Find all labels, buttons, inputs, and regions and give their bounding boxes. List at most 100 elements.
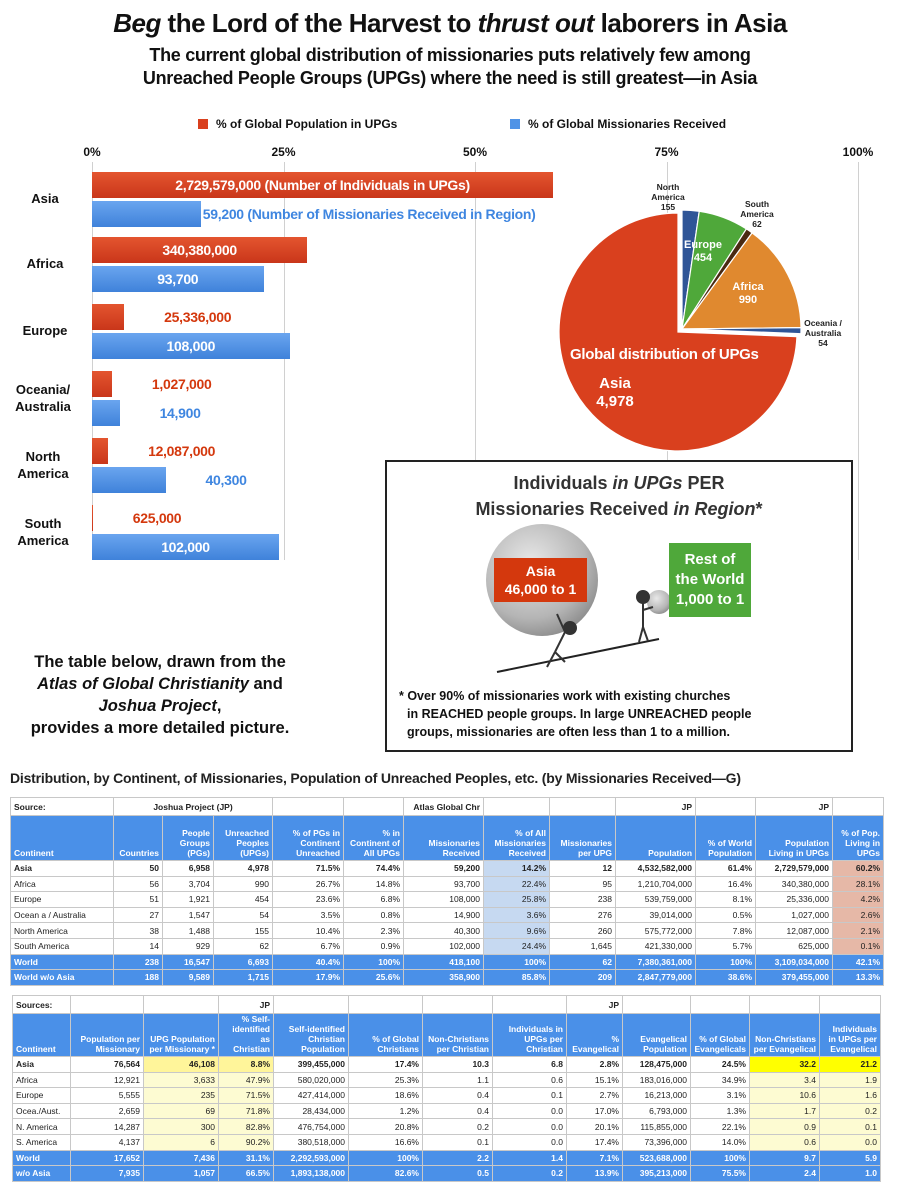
- source-cell: [690, 995, 750, 1014]
- bar-data-label: 93,700: [157, 271, 199, 287]
- table-cell: 17,652: [70, 1149, 144, 1167]
- column-header[interactable]: Individuals in UPGs per Evangelical: [819, 1013, 881, 1057]
- column-header[interactable]: People Groups (PGs): [162, 815, 214, 861]
- table-cell: 39,014,000: [615, 906, 697, 924]
- table-cell: 15.1%: [566, 1071, 623, 1089]
- table-cell: w/o Asia: [12, 1165, 71, 1182]
- table-row: Europe 5,555 235 71.5% 427,414,000 18.6% 0.4 0.…: [12, 1087, 881, 1104]
- source-cell: [343, 797, 405, 816]
- table-missionaries-distribution: Source: Joshua Project (JP) Atlas Global C…: [10, 797, 885, 986]
- table-cell: 20.8%: [348, 1118, 423, 1135]
- bar-population: [92, 438, 109, 464]
- table-cell: 25,336,000: [755, 891, 834, 908]
- table-cell: 17.4%: [566, 1133, 623, 1151]
- table-christian-population: Sources: JP JP Continent Population per Miss…: [12, 995, 881, 1182]
- source-cell: [483, 797, 551, 816]
- column-header[interactable]: Evangelical Population: [622, 1013, 691, 1057]
- table-cell: 575,772,000: [615, 922, 697, 939]
- table-cell: 54: [212, 906, 274, 924]
- table-cell: 340,380,000: [755, 875, 834, 893]
- table-cell: 1,027,000: [755, 906, 834, 924]
- asia-label: Asia: [525, 563, 556, 579]
- table-cell: 71.8%: [218, 1102, 274, 1120]
- table-cell: 82.6%: [348, 1165, 423, 1182]
- table-cell: 6.7%: [272, 937, 345, 955]
- table-cell: 1,210,704,000: [615, 875, 697, 893]
- table-cell: 12,087,000: [755, 922, 834, 939]
- column-header[interactable]: Non-Christians per Evangelical: [749, 1013, 820, 1057]
- column-header[interactable]: Individuals in UPGs per Christian: [492, 1013, 567, 1057]
- table-cell: 379,455,000: [755, 969, 834, 986]
- column-header[interactable]: Population per Missionary: [70, 1013, 144, 1057]
- table-cell: 8.1%: [695, 891, 757, 908]
- table-cell: 74.4%: [343, 860, 405, 877]
- pie-slice-label: North America 155: [651, 182, 685, 212]
- column-header[interactable]: Continent: [10, 815, 114, 861]
- bar-population: [92, 304, 125, 330]
- axis-tick-label: 100%: [842, 145, 874, 159]
- column-header[interactable]: % in Continent of All UPGs: [343, 815, 405, 861]
- column-header[interactable]: Unreached Peoples (UPGs): [212, 815, 274, 861]
- table-cell: 2,847,779,000: [615, 969, 697, 986]
- table-cell: 22.1%: [690, 1118, 750, 1135]
- column-header[interactable]: Countries: [113, 815, 163, 861]
- table-cell: 0.6: [749, 1133, 820, 1151]
- table-cell: 0.5%: [695, 906, 757, 924]
- table-cell: 13.3%: [832, 969, 885, 986]
- table-cell: 128,475,000: [622, 1056, 691, 1073]
- table-cell: 38: [113, 922, 163, 939]
- table-intro-text: The table below, drawn from the Atlas of…: [5, 651, 315, 739]
- column-header[interactable]: % of Global Evangelicals: [690, 1013, 750, 1057]
- column-header[interactable]: Missionaries Received: [403, 815, 485, 861]
- table-cell: 5.7%: [695, 937, 757, 955]
- table-cell: 8.8%: [218, 1056, 274, 1073]
- column-header[interactable]: Population Living in UPGs: [755, 815, 834, 861]
- column-header[interactable]: % of All Missionaries Received: [483, 815, 551, 861]
- table-cell: 7.1%: [566, 1149, 623, 1167]
- column-header[interactable]: % of PGs in Continent Unreached: [272, 815, 345, 861]
- gridline: [283, 162, 285, 560]
- column-header[interactable]: Missionaries per UPG: [549, 815, 617, 861]
- rest-ratio-label: Rest of the World 1,000 to 1: [669, 543, 751, 617]
- table-cell: Ocean a / Australia: [10, 906, 114, 924]
- table-cell: 1.6: [819, 1087, 881, 1104]
- table-cell: 3.5%: [272, 906, 345, 924]
- bar-data-label: 12,087,000: [148, 443, 216, 459]
- table-cell: 0.9%: [343, 937, 405, 955]
- column-header[interactable]: Population: [615, 815, 697, 861]
- table-cell: 17.9%: [272, 969, 345, 986]
- table-cell: 380,518,000: [273, 1133, 349, 1151]
- column-header[interactable]: % of Pop. Living in UPGs: [832, 815, 885, 861]
- column-header[interactable]: Self-identified Christian Population: [273, 1013, 349, 1057]
- table-cell: 5,555: [70, 1087, 144, 1104]
- table-cell: 0.2: [422, 1118, 493, 1135]
- legend-swatch-blue: [510, 119, 520, 129]
- table-row: Ocea./Aust. 2,659 69 71.8% 28,434,000 1.2% 0.4…: [12, 1102, 881, 1120]
- table-cell: 0.8%: [343, 906, 405, 924]
- table-cell: 50: [113, 860, 163, 877]
- intro-source: Joshua Project: [98, 697, 217, 715]
- table-cell: Asia: [10, 860, 114, 877]
- total-row: World 238 16,547 6,693 40.4% 100% 418,100 100% 6…: [10, 953, 885, 971]
- axis-tick-label: 0%: [83, 145, 101, 159]
- table-cell: Africa: [12, 1071, 71, 1089]
- table-cell: 0.5: [422, 1165, 493, 1182]
- table-cell: Europe: [12, 1087, 71, 1104]
- table-title: Distribution, by Continent, of Missionar…: [10, 770, 741, 786]
- column-header[interactable]: % Evangelical: [566, 1013, 623, 1057]
- table-cell: 3.1%: [690, 1087, 750, 1104]
- bar-missionaries: [92, 266, 264, 292]
- sisyphus-illustration: [486, 524, 671, 673]
- category-label: Asia: [31, 191, 59, 206]
- table-cell: World w/o Asia: [10, 969, 114, 986]
- source-cell: [695, 797, 757, 816]
- source-cell: JP: [755, 797, 834, 816]
- column-header[interactable]: Continent: [12, 1013, 71, 1057]
- column-header[interactable]: Non-Christians per Christian: [422, 1013, 493, 1057]
- table-cell: 17.4%: [348, 1056, 423, 1073]
- column-header[interactable]: % of World Population: [695, 815, 757, 861]
- column-header[interactable]: % of Global Christians: [348, 1013, 423, 1057]
- column-header[interactable]: % Self-identified as Christian: [218, 1013, 274, 1057]
- table-cell: 21.2: [819, 1056, 881, 1073]
- column-header[interactable]: UPG Population per Missionary *: [143, 1013, 219, 1057]
